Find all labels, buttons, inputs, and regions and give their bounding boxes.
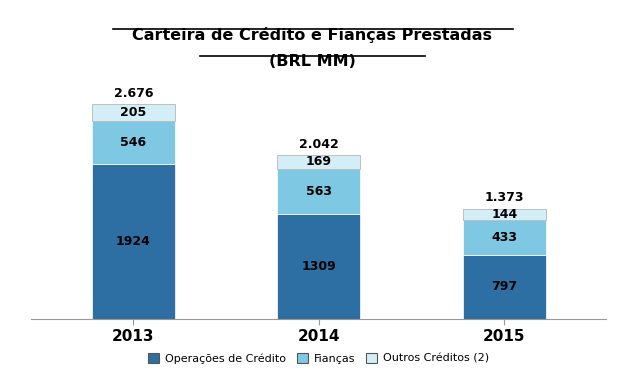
Bar <box>277 214 361 319</box>
Bar <box>462 255 546 319</box>
Bar <box>91 165 175 319</box>
Text: 797: 797 <box>491 280 518 293</box>
Text: 1309: 1309 <box>301 260 336 273</box>
Text: 1924: 1924 <box>116 235 151 248</box>
Text: 205: 205 <box>120 106 146 119</box>
Bar <box>91 104 175 121</box>
Text: 2.676: 2.676 <box>114 87 153 100</box>
Bar <box>462 220 546 255</box>
Bar <box>91 121 175 165</box>
Text: (BRL MM): (BRL MM) <box>269 54 356 70</box>
Bar <box>277 169 361 214</box>
Text: 1.373: 1.373 <box>484 191 524 204</box>
Text: 169: 169 <box>306 155 332 168</box>
Bar <box>462 209 546 220</box>
Text: 144: 144 <box>491 208 518 221</box>
Text: 546: 546 <box>120 136 146 149</box>
Legend: Operações de Crédito, Fianças, Outros Créditos (2): Operações de Crédito, Fianças, Outros Cr… <box>144 349 494 368</box>
Text: 433: 433 <box>491 231 518 244</box>
Text: 2.042: 2.042 <box>299 138 339 151</box>
Text: 563: 563 <box>306 185 332 198</box>
Text: Carteira de Crédito e Fianças Prestadas: Carteira de Crédito e Fianças Prestadas <box>132 27 493 43</box>
Bar <box>277 155 361 169</box>
